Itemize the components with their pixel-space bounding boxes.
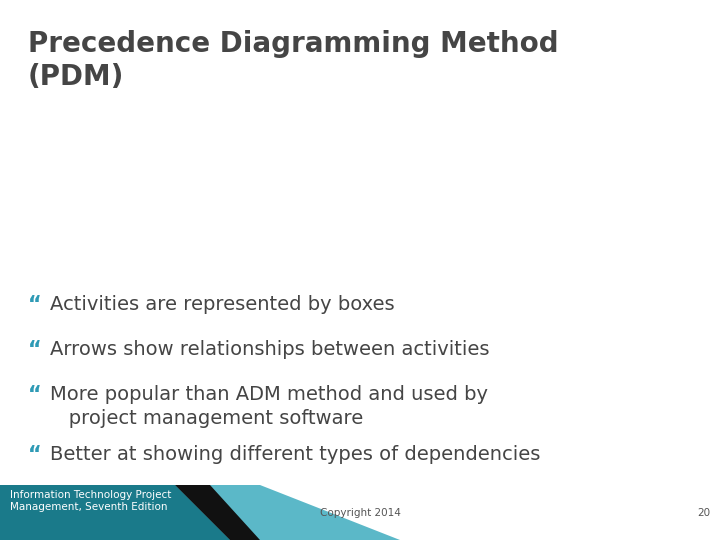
- Polygon shape: [175, 485, 260, 540]
- Text: “: “: [28, 445, 42, 465]
- Text: Arrows show relationships between activities: Arrows show relationships between activi…: [50, 340, 490, 359]
- Text: Activities are represented by boxes: Activities are represented by boxes: [50, 295, 395, 314]
- Text: “: “: [28, 385, 42, 405]
- Text: Information Technology Project
Management, Seventh Edition: Information Technology Project Managemen…: [10, 490, 171, 512]
- Text: Copyright 2014: Copyright 2014: [320, 508, 400, 517]
- Text: “: “: [28, 295, 42, 315]
- Polygon shape: [0, 485, 400, 540]
- Text: 20: 20: [697, 508, 710, 517]
- Polygon shape: [0, 485, 230, 540]
- Text: Better at showing different types of dependencies: Better at showing different types of dep…: [50, 445, 541, 464]
- Text: “: “: [28, 340, 42, 360]
- Text: Precedence Diagramming Method
(PDM): Precedence Diagramming Method (PDM): [28, 30, 559, 91]
- Text: More popular than ADM method and used by
   project management software: More popular than ADM method and used by…: [50, 385, 488, 428]
